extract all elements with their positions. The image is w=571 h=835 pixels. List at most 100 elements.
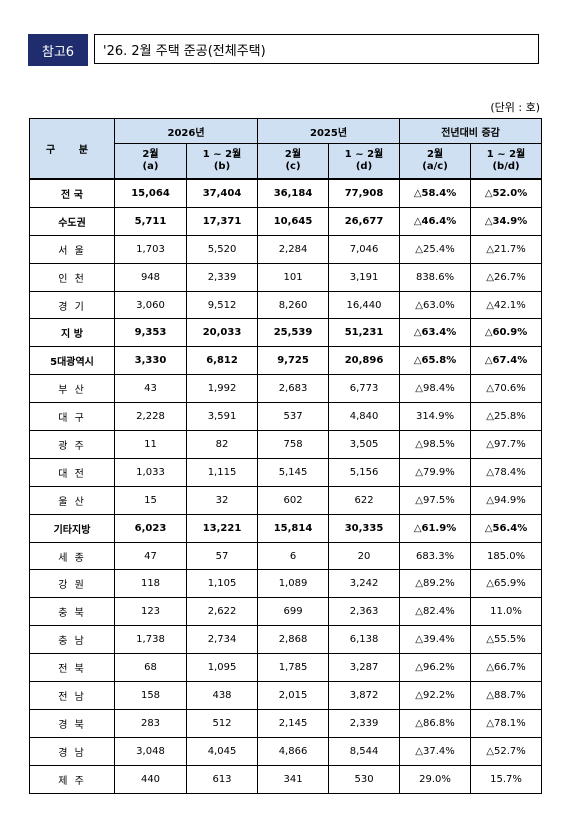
value-cell: △26.7% xyxy=(470,262,543,292)
table-row: 광 주 11 82 758 3,505 △98.5% △97.7% xyxy=(29,430,543,459)
value-cell: 3,872 xyxy=(328,681,401,710)
table-row: 부 산 43 1,992 2,683 6,773 △98.4% △70.6% xyxy=(29,374,543,404)
region-name: 인 천 xyxy=(29,262,115,292)
value-cell: 283 xyxy=(114,708,187,738)
value-cell: 43 xyxy=(114,374,187,404)
region-name: 광 주 xyxy=(29,430,115,459)
value-cell: 537 xyxy=(257,402,330,432)
value-cell: 15,064 xyxy=(114,177,187,208)
value-cell: 1,095 xyxy=(185,653,259,683)
value-cell: 6 xyxy=(257,541,330,571)
table-row: 대 전 1,033 1,115 5,145 5,156 △79.9% △78.4% xyxy=(29,457,543,487)
region-name: 기타지방 xyxy=(29,513,115,543)
unit-label: (단위 : 호) xyxy=(490,101,540,114)
value-cell: △65.8% xyxy=(399,346,472,376)
value-cell: 10,645 xyxy=(257,206,330,236)
table-row: 경 남 3,048 4,045 4,866 8,544 △37.4% △52.7% xyxy=(29,736,543,766)
value-cell: △39.4% xyxy=(399,625,472,655)
value-cell: 341 xyxy=(257,764,330,794)
value-cell: 15,814 xyxy=(257,513,330,543)
value-cell: 9,725 xyxy=(257,346,330,376)
value-cell: △61.9% xyxy=(399,513,472,543)
value-cell: 602 xyxy=(257,485,330,515)
table-row: 전 국 15,064 37,404 36,184 77,908 △58.4% △52.0% xyxy=(29,177,543,208)
value-cell: 1,785 xyxy=(257,653,330,683)
value-cell: 4,866 xyxy=(257,736,330,766)
value-cell: 185.0% xyxy=(470,541,543,571)
value-cell: 5,156 xyxy=(328,457,401,487)
value-cell: △25.4% xyxy=(399,234,472,264)
value-cell: 6,138 xyxy=(328,625,401,655)
table-row: 강 원 118 1,105 1,089 3,242 △89.2% △65.9% xyxy=(29,569,543,599)
subheader-code: (a) xyxy=(142,161,159,172)
value-cell: △89.2% xyxy=(399,569,472,599)
value-cell: 15.7% xyxy=(470,764,543,794)
value-cell: 2,015 xyxy=(257,681,330,710)
value-cell: △97.7% xyxy=(470,430,543,459)
region-name: 경 남 xyxy=(29,736,115,766)
value-cell: 30,335 xyxy=(328,513,401,543)
group-header-2025: 2025년 xyxy=(257,118,401,144)
value-cell: 2,339 xyxy=(328,708,401,738)
value-cell: 512 xyxy=(185,708,259,738)
value-cell: 68 xyxy=(114,653,187,683)
table-row: 충 북 123 2,622 699 2,363 △82.4% 11.0% xyxy=(29,597,543,627)
value-cell: △82.4% xyxy=(399,597,472,627)
value-cell: 15 xyxy=(114,485,187,515)
value-cell: 3,242 xyxy=(328,569,401,599)
table-row: 기타지방 6,023 13,221 15,814 30,335 △61.9% △56.4% xyxy=(29,513,543,543)
subheader-row: 2월 (a) 1 ~ 2월 (b) 2월 (c) 1 ~ 2월 (d) 2월 (a/c) 1 ~ 2… xyxy=(30,143,543,180)
subheader-cell: 2월 (a) xyxy=(114,143,187,180)
value-cell: 948 xyxy=(114,262,187,292)
table-row: 충 남 1,738 2,734 2,868 6,138 △39.4% △55.5% xyxy=(29,625,543,655)
region-name: 부 산 xyxy=(29,374,115,404)
value-cell: 4,045 xyxy=(185,736,259,766)
subheader-cell: 2월 (a/c) xyxy=(399,143,472,180)
value-cell: 3,505 xyxy=(328,430,401,459)
value-cell: 1,105 xyxy=(185,569,259,599)
value-cell: 32 xyxy=(185,485,259,515)
value-cell: 3,287 xyxy=(328,653,401,683)
region-name: 대 구 xyxy=(29,402,115,432)
value-cell: 118 xyxy=(114,569,187,599)
value-cell: 5,711 xyxy=(114,206,187,236)
subheader-period: 2월 xyxy=(284,149,302,160)
value-cell: 17,371 xyxy=(185,206,259,236)
value-cell: 2,339 xyxy=(185,262,259,292)
value-cell: 6,023 xyxy=(114,513,187,543)
value-cell: 622 xyxy=(328,485,401,515)
table-row: 전 남 158 438 2,015 3,872 △92.2% △88.7% xyxy=(29,681,543,710)
subheader-period: 1 ~ 2월 xyxy=(344,149,384,160)
value-cell: 1,033 xyxy=(114,457,187,487)
value-cell: △70.6% xyxy=(470,374,543,404)
value-cell: 37,404 xyxy=(185,177,259,208)
region-name: 경 기 xyxy=(29,290,115,320)
region-name: 울 산 xyxy=(29,485,115,515)
value-cell: △78.1% xyxy=(470,708,543,738)
subheader-cell: 1 ~ 2월 (b) xyxy=(185,143,259,180)
subheader-code: (b/d) xyxy=(492,161,520,172)
value-cell: 123 xyxy=(114,597,187,627)
value-cell: △65.9% xyxy=(470,569,543,599)
value-cell: △63.4% xyxy=(399,318,472,348)
value-cell: 758 xyxy=(257,430,330,459)
value-cell: 2,683 xyxy=(257,374,330,404)
value-cell: 13,221 xyxy=(185,513,259,543)
value-cell: 20 xyxy=(328,541,401,571)
table-row: 대 구 2,228 3,591 537 4,840 314.9% △25.8% xyxy=(29,402,543,432)
value-cell: 2,868 xyxy=(257,625,330,655)
value-cell: 1,738 xyxy=(114,625,187,655)
subheader-cell: 1 ~ 2월 (d) xyxy=(328,143,401,180)
value-cell: 2,734 xyxy=(185,625,259,655)
value-cell: 4,840 xyxy=(328,402,401,432)
reference-tag: 참고6 xyxy=(28,34,88,66)
value-cell: △96.2% xyxy=(399,653,472,683)
value-cell: 440 xyxy=(114,764,187,794)
value-cell: 5,520 xyxy=(185,234,259,264)
value-cell: 2,284 xyxy=(257,234,330,264)
table-body: 전 국 15,064 37,404 36,184 77,908 △58.4% △52.0% 수… xyxy=(29,177,543,794)
value-cell: △34.9% xyxy=(470,206,543,236)
value-cell: 2,622 xyxy=(185,597,259,627)
region-name: 충 북 xyxy=(29,597,115,627)
value-cell: △46.4% xyxy=(399,206,472,236)
